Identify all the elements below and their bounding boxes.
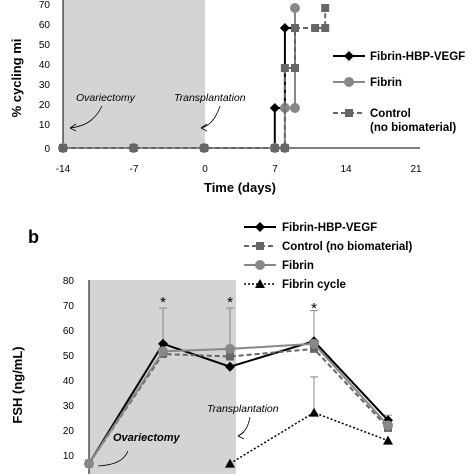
panel-b-point-fibrin-0: [84, 458, 94, 469]
panel-a-y-tick-70: 70: [39, 0, 51, 11]
panel-b-point-fibrin-hbp-vegf-1: [158, 338, 168, 349]
panel-a-point-control-6: [290, 64, 299, 72]
panel-b-annotation-transplantation: Transplantation: [207, 403, 279, 415]
panel-a-annotation-ovariectomy: Ovariectomy: [76, 92, 136, 104]
panel-a-point-fibrin-hbp-vegf-4: [269, 103, 280, 113]
panel-a-x-ticks: -14 -7 0 7 14 21: [56, 164, 422, 175]
panel-b-annotation-ovariectomy: Ovariectomy: [113, 432, 181, 444]
panel-b-legend-marker-fibrin-hbp-vegf: [255, 222, 265, 232]
panel-a-legend: Fibrin-HBP-VEGF Fibrin Control (no biomat…: [333, 51, 465, 134]
panel-a-point-control-8: [311, 24, 320, 32]
panel-b-label: b: [28, 227, 39, 247]
panel-b-significance: * * *: [160, 294, 317, 317]
panel-b-point-fibrin-1: [158, 346, 168, 357]
panel-a-y-tick-0: 0: [44, 144, 50, 155]
panel-a-y-tick-40: 40: [39, 60, 51, 71]
panel-b-significance-star-3: *: [311, 300, 317, 317]
panel-b-legend-marker-fibrin-cycle: [255, 279, 265, 288]
panel-a-point-fibrin-5: [279, 103, 290, 113]
panel-a-ovariectomy-arrow: [69, 105, 103, 129]
panel-b-legend-label-fibrin: Fibrin: [282, 260, 314, 272]
panel-a-series: [58, 3, 330, 153]
panel-b-y-tick-50: 50: [63, 351, 75, 362]
panel-a-y-tick-20: 20: [39, 100, 51, 111]
panel-a-legend-label-control: Control (no biomaterial): [370, 108, 456, 134]
panel-b: b FSH (ng/mL) 80 70 60 50 40 30 20 10 Fi…: [10, 222, 413, 474]
panel-b-legend-marker-fibrin: [255, 260, 265, 270]
panel-b-y-axis-title: FSH (ng/mL): [10, 346, 25, 423]
panel-a-x-axis-title: Time (days): [204, 180, 276, 195]
panel-a-shaded-region: [63, 0, 205, 148]
panel-a-transplantation-arrowhead: [200, 123, 208, 132]
panel-b-transplantation-arrowhead: [237, 431, 245, 440]
panel-a-legend-marker-fibrin: [344, 77, 354, 87]
panel-b-point-control-no-biomaterial-3: [310, 344, 318, 353]
panel-a-point-fibrin-hbp-vegf-6: [279, 23, 290, 33]
panel-a-x-tick-m14: -14: [56, 164, 71, 175]
panel-a-point-control-0: [59, 144, 67, 152]
panel-a-x-tick-21: 21: [410, 164, 422, 175]
panel-b-point-fibrin-2: [225, 343, 235, 354]
panel-a-x-tick-7: 7: [272, 164, 278, 175]
panel-b-y-tick-10: 10: [63, 451, 75, 462]
panel-a-point-control-9: [321, 24, 330, 32]
panel-a-ovariectomy-arrowhead: [69, 123, 77, 132]
panel-b-y-tick-30: 30: [63, 401, 75, 412]
panel-b-transplantation-arrow: [237, 416, 251, 437]
panel-b-point-fibrin-3: [309, 338, 319, 349]
panel-a-point-control-4: [280, 144, 289, 152]
panel-a-x-tick-14: 14: [340, 164, 352, 175]
panel-a-y-axis-title: % cycling mi: [9, 39, 24, 118]
panel-b-point-fibrin-cycle-1: [309, 407, 319, 417]
panel-a-y-tick-30: 30: [39, 80, 51, 91]
panel-b-legend: Fibrin-HBP-VEGF Control (no biomaterial)…: [244, 222, 413, 291]
panel-b-ovariectomy-arrow: [97, 450, 129, 467]
panel-a-legend-marker-fibrin-hbp-vegf: [344, 51, 354, 61]
panel-b-y-tick-70: 70: [63, 301, 75, 312]
panel-b-y-tick-40: 40: [63, 376, 75, 387]
panel-b-series-line-fibrin-cycle: [229, 411, 389, 465]
panel-a: % cycling mi 70 60 50 40 30 20 10 0 -14 …: [9, 0, 465, 195]
panel-a-point-fibrin-7: [289, 3, 300, 13]
panel-a-point-control-2: [200, 144, 209, 152]
panel-a-annotation-transplantation: Transplantation: [174, 92, 246, 104]
panel-a-x-tick-0: 0: [202, 164, 208, 175]
panel-b-y-ticks: 80 70 60 50 40 30 20 10: [63, 276, 75, 462]
panel-b-point-fibrin-4: [383, 420, 393, 431]
panel-a-point-control-10: [321, 4, 330, 12]
panel-b-significance-star-1: *: [160, 294, 166, 311]
panel-a-point-fibrin-6: [289, 103, 300, 113]
panel-b-error-bars: [159, 307, 392, 421]
panel-b-legend-label-fibrin-hbp-vegf: Fibrin-HBP-VEGF: [282, 222, 377, 234]
panel-a-legend-label-fibrin-hbp-vegf: Fibrin-HBP-VEGF: [370, 51, 465, 63]
panel-b-point-fibrin-hbp-vegf-2: [225, 361, 235, 372]
panel-a-point-control-3: [270, 144, 279, 152]
panel-a-point-control-1: [129, 144, 138, 152]
panel-a-point-control-5: [280, 64, 289, 72]
panel-a-y-ticks: 70 60 50 40 30 20 10 0: [39, 0, 51, 155]
panel-a-x-tick-m7: -7: [130, 164, 139, 175]
panel-b-point-fibrin-cycle-2: [383, 435, 393, 445]
panel-b-legend-label-control: Control (no biomaterial): [282, 241, 413, 253]
panel-a-transplantation-arrow: [200, 105, 221, 129]
panel-a-y-tick-50: 50: [39, 40, 51, 51]
panel-a-legend-marker-control: [345, 109, 353, 117]
panel-b-point-fibrin-cycle-0: [225, 458, 235, 468]
panel-a-point-control-7: [290, 24, 299, 32]
panel-b-legend-marker-control: [256, 242, 264, 250]
panel-a-y-tick-60: 60: [39, 20, 51, 31]
panel-b-point-control-no-biomaterial-2: [226, 352, 234, 361]
panel-b-legend-label-fibrin-cycle: Fibrin cycle: [282, 279, 346, 291]
panel-b-y-tick-20: 20: [63, 426, 75, 437]
panel-a-legend-label-fibrin: Fibrin: [370, 77, 402, 89]
panel-b-y-tick-80: 80: [63, 276, 75, 287]
panel-b-significance-star-2: *: [227, 294, 233, 311]
panel-b-series: [84, 336, 393, 469]
panel-a-y-tick-10: 10: [39, 120, 51, 131]
panel-b-y-tick-60: 60: [63, 326, 75, 337]
